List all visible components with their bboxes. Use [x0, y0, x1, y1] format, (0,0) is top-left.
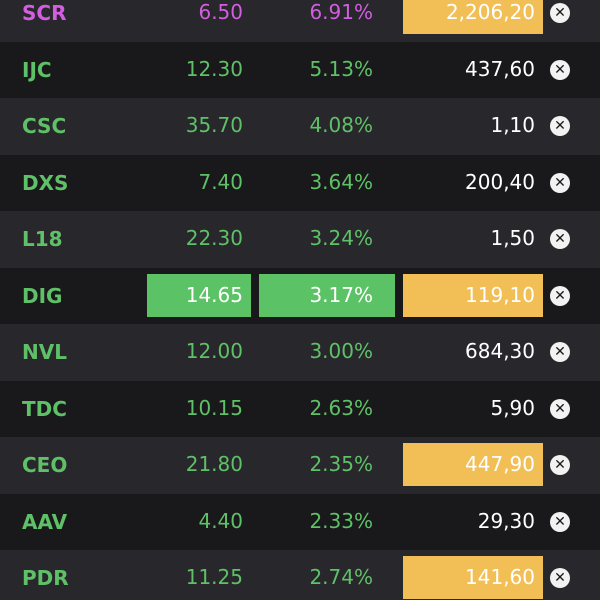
stock-volume: 684,30	[465, 339, 535, 363]
stock-volume: 5,90	[490, 395, 535, 420]
stock-volume: 200,40	[465, 169, 535, 194]
stock-volume: 1,10	[490, 113, 535, 137]
close-circle-icon[interactable]: ✕	[550, 285, 570, 306]
close-circle-icon[interactable]: ✕	[550, 3, 570, 23]
close-circle-icon[interactable]: ✕	[550, 568, 570, 588]
stock-volume: 1,50	[490, 226, 535, 250]
stock-symbol: DXS	[22, 170, 69, 195]
stock-price: 35.70	[185, 113, 243, 137]
table-row[interactable]: L18 22.30 3.24% 1,50 ✕	[0, 211, 600, 268]
stock-volume: 437,60	[465, 56, 535, 81]
stock-change-percent: 2.35%	[309, 452, 373, 476]
close-circle-icon[interactable]: ✕	[550, 172, 570, 193]
stock-price: 11.25	[185, 565, 243, 589]
close-circle-icon[interactable]: ✕	[550, 398, 570, 419]
stock-change-percent: 2.33%	[309, 508, 373, 533]
stock-change-percent: 3.17%	[259, 273, 395, 317]
table-row[interactable]: CSC 35.70 4.08% 1,10 ✕	[0, 98, 600, 155]
stock-symbol: TDC	[22, 396, 67, 421]
stock-change-percent: 2.74%	[309, 565, 373, 589]
stock-price: 12.00	[185, 339, 243, 363]
table-row[interactable]: CEO 21.80 2.35% 447,90 ✕	[0, 437, 600, 494]
stock-volume: 447,90	[403, 443, 543, 486]
stock-symbol: L18	[22, 227, 63, 251]
stock-symbol: CSC	[22, 114, 67, 138]
stock-symbol: DIG	[22, 283, 63, 308]
stock-price: 21.80	[185, 452, 243, 476]
stock-change-percent: 3.24%	[309, 226, 373, 250]
stock-symbol: AAV	[22, 509, 68, 534]
stock-price: 12.30	[185, 56, 243, 81]
close-circle-icon[interactable]: ✕	[550, 455, 570, 475]
stock-symbol: SCR	[22, 1, 67, 25]
stock-change-percent: 4.08%	[309, 113, 373, 137]
stock-price: 6.50	[198, 0, 243, 24]
close-circle-icon[interactable]: ✕	[550, 229, 570, 249]
stock-price: 22.30	[185, 226, 243, 250]
table-row[interactable]: AAV 4.40 2.33% 29,30 ✕	[0, 493, 600, 551]
stock-volume: 119,10	[403, 273, 543, 317]
stock-symbol: CEO	[22, 453, 68, 477]
table-row[interactable]: PDR 11.25 2.74% 141,60 ✕	[0, 550, 600, 600]
close-circle-icon[interactable]: ✕	[550, 511, 570, 532]
table-row[interactable]: TDC 10.15 2.63% 5,90 ✕	[0, 380, 600, 438]
stock-volume: 141,60	[403, 556, 543, 599]
close-circle-icon[interactable]: ✕	[550, 59, 570, 80]
close-circle-icon[interactable]: ✕	[550, 116, 570, 136]
close-circle-icon[interactable]: ✕	[550, 342, 570, 362]
table-row[interactable]: DXS 7.40 3.64% 200,40 ✕	[0, 154, 600, 212]
table-row[interactable]: DIG 14.65 3.17% 119,10 ✕	[0, 267, 600, 325]
stock-volume: 29,30	[477, 508, 535, 533]
stock-change-percent: 3.64%	[309, 169, 373, 194]
stock-change-percent: 5.13%	[309, 56, 373, 81]
stock-symbol: IJC	[22, 57, 52, 82]
stock-price: 7.40	[198, 169, 243, 194]
stock-price: 10.15	[185, 395, 243, 420]
stock-price: 4.40	[198, 508, 243, 533]
stock-symbol: NVL	[22, 340, 67, 364]
stock-volume: 2,206,20	[403, 0, 543, 34]
stock-change-percent: 6.91%	[309, 0, 373, 24]
table-row[interactable]: SCR 6.50 6.91% 2,206,20 ✕	[0, 0, 600, 42]
stock-symbol: PDR	[22, 566, 69, 590]
stock-change-percent: 2.63%	[309, 395, 373, 420]
table-row[interactable]: NVL 12.00 3.00% 684,30 ✕	[0, 324, 600, 381]
stock-change-percent: 3.00%	[309, 339, 373, 363]
table-row[interactable]: IJC 12.30 5.13% 437,60 ✕	[0, 41, 600, 99]
stock-price: 14.65	[147, 273, 251, 317]
